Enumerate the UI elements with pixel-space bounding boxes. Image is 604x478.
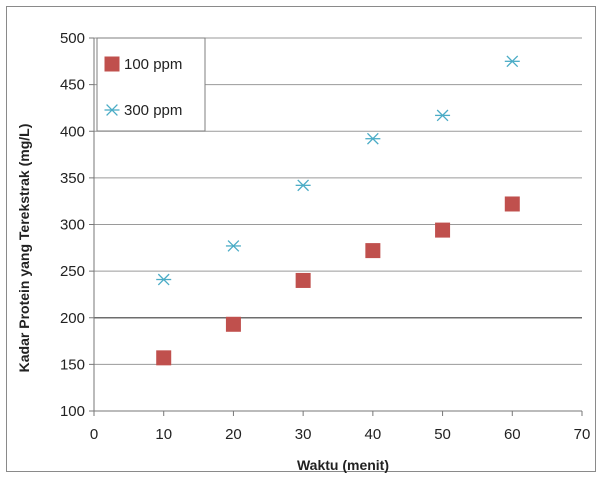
- point-100ppm: [504, 196, 520, 212]
- gridlines: [94, 37, 582, 365]
- x-axis-title: Waktu (menit): [297, 457, 389, 473]
- asterisk-stroke: [436, 109, 449, 122]
- point-300ppm: [156, 273, 172, 286]
- point-300ppm: [504, 55, 520, 68]
- x-tick-label: 10: [155, 426, 172, 443]
- axes: [89, 37, 583, 416]
- x-tick-label: 60: [504, 426, 521, 443]
- legend-label: 100 ppm: [124, 56, 182, 73]
- point-300ppm: [225, 240, 241, 252]
- x-tick-label: 30: [295, 426, 312, 443]
- x-tick-labels: 0 10 20 30 40 50 60 70: [90, 426, 591, 443]
- y-tick-label: 350: [60, 170, 85, 187]
- y-tick-label: 250: [60, 263, 85, 280]
- x-tick-label: 50: [434, 426, 451, 443]
- asterisk-stroke: [506, 55, 519, 68]
- asterisk-stroke: [366, 132, 379, 145]
- y-tick-label: 400: [60, 123, 85, 140]
- point-300ppm: [435, 109, 451, 122]
- y-tick-label: 200: [60, 310, 85, 327]
- point-100ppm: [225, 316, 241, 332]
- point-100ppm: [156, 350, 172, 366]
- x-tick-label: 40: [365, 426, 382, 443]
- legend-label: 300 ppm: [124, 102, 182, 119]
- point-100ppm: [435, 222, 451, 238]
- point-300ppm: [295, 179, 311, 192]
- legend: 100 ppm 300 ppm: [96, 37, 206, 132]
- y-tick-label: 450: [60, 77, 85, 94]
- legend-box: [96, 37, 206, 132]
- asterisk-stroke: [227, 240, 240, 252]
- x-tick-label: 0: [90, 426, 98, 443]
- y-tick-label: 150: [60, 356, 85, 373]
- data-marks: [156, 55, 520, 366]
- asterisk-stroke: [157, 273, 170, 286]
- y-tick-label: 100: [60, 403, 85, 420]
- point-100ppm: [365, 243, 381, 259]
- x-tick-label: 20: [225, 426, 242, 443]
- y-tick-label: 300: [60, 217, 85, 234]
- legend-marker-300ppm: [104, 104, 120, 116]
- point-100ppm: [295, 272, 311, 288]
- y-tick-labels: 100 150 200 250 300 350 400 450 500: [60, 30, 85, 420]
- y-tick-label: 500: [60, 30, 85, 47]
- asterisk-stroke: [297, 179, 310, 192]
- x-tick-label: 70: [574, 426, 591, 443]
- legend-marker-100ppm: [104, 56, 120, 72]
- point-300ppm: [365, 132, 381, 145]
- asterisk-stroke: [106, 104, 118, 116]
- y-axis-title: Kadar Protein yang Terekstrak (mg/L): [16, 124, 32, 373]
